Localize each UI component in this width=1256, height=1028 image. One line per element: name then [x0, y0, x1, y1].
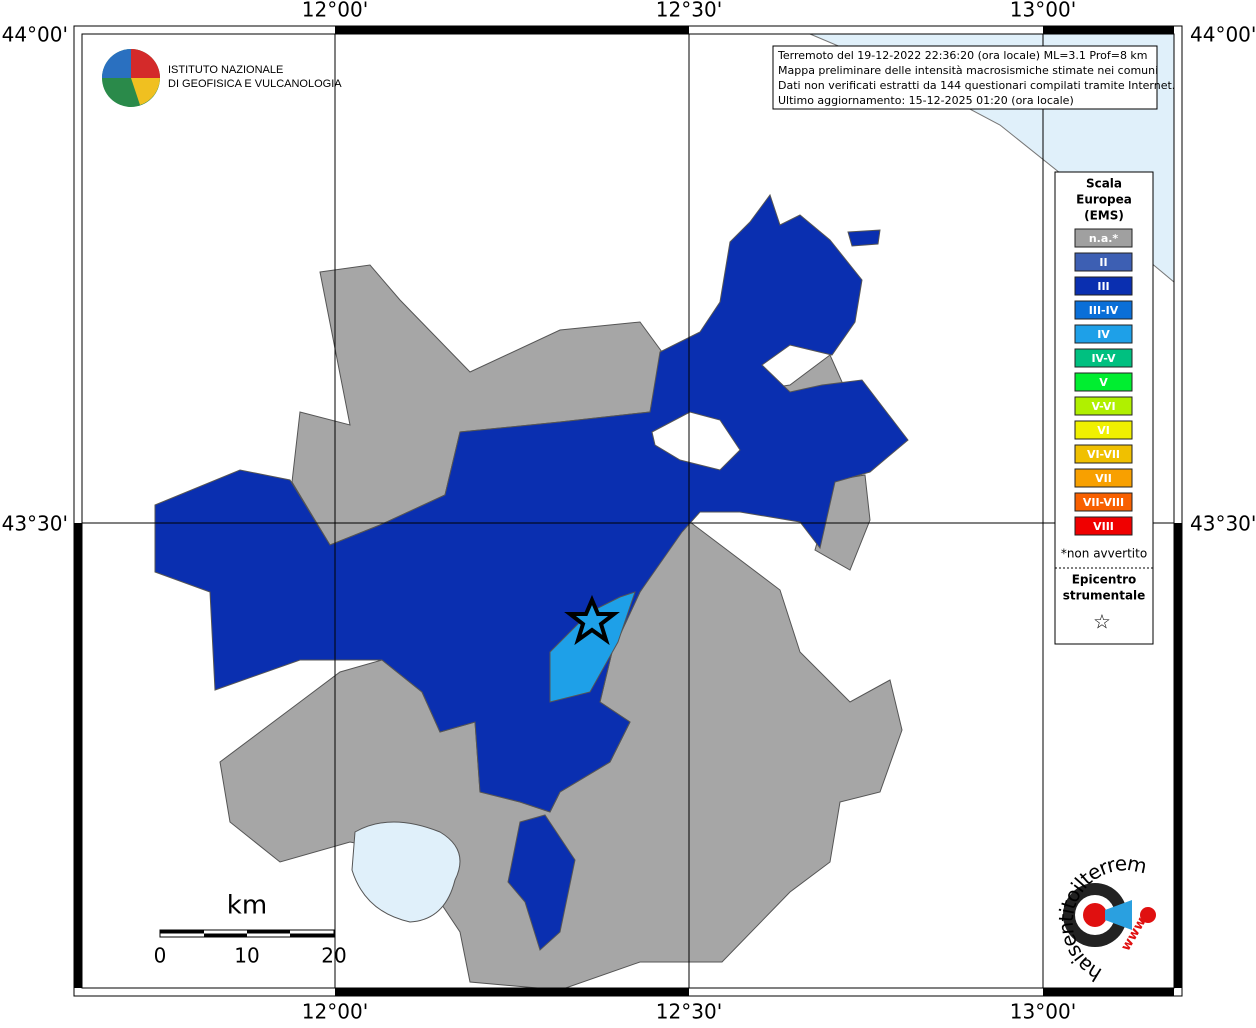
- legend-label: VII-VIII: [1083, 496, 1124, 509]
- legend-label: II: [1099, 256, 1107, 269]
- legend-label: V-VI: [1091, 400, 1115, 413]
- legend-swatch: [1074, 468, 1133, 488]
- legend-swatch: [1074, 324, 1133, 344]
- hsit-horn: [1105, 900, 1132, 930]
- frame-bar: [74, 523, 82, 988]
- legend-label: III-IV: [1089, 304, 1119, 317]
- legend-note: *non avvertito: [1061, 547, 1147, 561]
- legend-label: V: [1099, 376, 1108, 389]
- legend-label: VII: [1095, 472, 1112, 485]
- legend-label: VIII: [1093, 520, 1114, 533]
- epicenter-star: [564, 594, 620, 646]
- scale-bar-segment: [247, 930, 290, 934]
- lon-label: 12°00': [302, 1000, 368, 1024]
- frame-bar: [1043, 26, 1174, 34]
- legend-swatch: [1074, 228, 1133, 248]
- scale-bar-segment: [290, 933, 334, 937]
- legend-swatch: [1074, 252, 1133, 272]
- legend-title: Europea: [1076, 193, 1132, 207]
- legend-swatch: [1074, 396, 1133, 416]
- legend-swatch: [1074, 516, 1133, 536]
- scale-tick: 10: [234, 944, 259, 968]
- legend-swatch: [1074, 444, 1133, 464]
- lat-label: 43°30': [1190, 512, 1256, 536]
- legend-swatch: [1074, 300, 1133, 320]
- frame-bar: [335, 988, 689, 996]
- legend-label: VI-VII: [1087, 448, 1120, 461]
- legend-label: VI: [1097, 424, 1110, 437]
- logo-line: DI GEOFISICA E VULCANOLOGIA: [168, 78, 342, 90]
- lat-label: 44°00': [1190, 23, 1256, 47]
- scale-bar: [159, 929, 335, 938]
- legend-swatch: [1074, 276, 1133, 296]
- hsit-logo: [1063, 883, 1156, 947]
- info-line: Mappa preliminare delle intensità macros…: [778, 64, 1158, 77]
- info-lines: Terremoto del 19-12-2022 22:36:20 (ora l…: [777, 49, 1175, 107]
- legend: ScalaEuropea(EMS)n.a.*IIIIIIII-IVIVIV-VV…: [1061, 177, 1147, 634]
- info-line: Terremoto del 19-12-2022 22:36:20 (ora l…: [777, 49, 1148, 62]
- legend-epicenter: strumentale: [1063, 589, 1146, 603]
- lat-label: 44°00': [2, 23, 68, 47]
- scale-bar-segment: [204, 933, 247, 937]
- logo-segment: [102, 49, 131, 78]
- lat-label: 43°30': [2, 512, 68, 536]
- region-iii: [847, 229, 881, 247]
- legend-swatch: [1074, 372, 1133, 392]
- lon-label: 12°00': [302, 0, 368, 22]
- logo-line: ISTITUTO NAZIONALE: [168, 64, 283, 76]
- scale-labels: km 0 10 20: [154, 891, 347, 968]
- lon-label: 13°00': [1010, 1000, 1076, 1024]
- legend-label: III: [1097, 280, 1109, 293]
- scale-tick: 0: [154, 944, 167, 968]
- legend-epicenter-symbol: ☆: [1093, 610, 1111, 634]
- scale-bar-segment: [160, 930, 204, 934]
- lon-label: 12°30': [656, 0, 722, 22]
- info-line: Dati non verificati estratti da 144 ques…: [778, 79, 1175, 92]
- legend-swatch: [1074, 348, 1133, 368]
- frame-bar: [335, 26, 689, 34]
- scale-tick: 20: [321, 944, 346, 968]
- scale-unit: km: [227, 891, 267, 921]
- logo-segment: [131, 49, 160, 78]
- legend-swatch: [1074, 420, 1133, 440]
- lon-label: 12°30': [656, 1000, 722, 1024]
- region-iii: [154, 193, 909, 813]
- legend-title: Scala: [1086, 177, 1122, 191]
- legend-label: IV: [1097, 328, 1110, 341]
- lake: [351, 821, 461, 923]
- info-line: Ultimo aggiornamento: 15-12-2025 01:20 (…: [778, 94, 1074, 107]
- legend-swatch: [1074, 492, 1133, 512]
- region-iii: [507, 814, 576, 951]
- logo-segment: [131, 78, 160, 105]
- legend-label: n.a.*: [1089, 232, 1119, 245]
- region-blank: [651, 411, 741, 471]
- hsit-ring: [1083, 903, 1107, 927]
- hsit-dot: [1140, 907, 1156, 923]
- ingv-logo-text: ISTITUTO NAZIONALE DI GEOFISICA E VULCANO…: [168, 64, 342, 90]
- legend-label: IV-V: [1091, 352, 1116, 365]
- legend-epicenter: Epicentro: [1072, 573, 1137, 587]
- ingv-logo: [102, 49, 160, 107]
- legend-title: (EMS): [1084, 209, 1124, 223]
- info-box: [772, 45, 1158, 110]
- frame-bar: [1174, 523, 1182, 988]
- lon-label: 13°00': [1010, 0, 1076, 22]
- frame-bar: [1043, 988, 1174, 996]
